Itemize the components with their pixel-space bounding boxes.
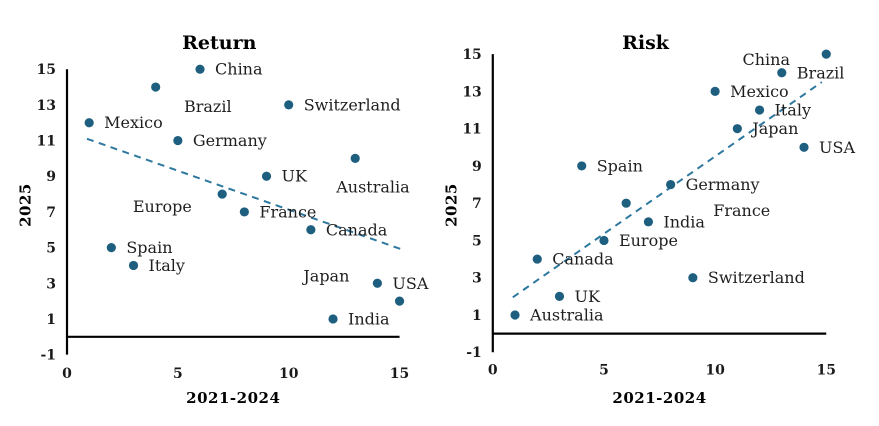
- data-point-canada: [306, 225, 316, 235]
- data-point-india: [328, 314, 338, 324]
- point-label-china: China: [215, 60, 263, 79]
- data-point-uk: [261, 171, 272, 181]
- data-point-brazil: [151, 82, 161, 92]
- data-point-japan: [394, 296, 405, 306]
- point-label-france: France: [259, 202, 316, 221]
- data-point-japan: [732, 124, 742, 134]
- trendline: [86, 137, 403, 251]
- y-tick-label: -1: [466, 345, 482, 361]
- point-label-switzerland: Switzerland: [304, 95, 401, 114]
- data-point-usa: [372, 278, 382, 288]
- risk-scatter-chart: Risk 15 13 11 9 7 5 3 1 -1 0 5 10 15 2021-2024 2025 Chin…: [442, 32, 855, 407]
- y-tick-label: 13: [37, 98, 56, 114]
- point-label-mexico: Mexico: [730, 82, 789, 101]
- y-tick-label: 5: [46, 241, 56, 257]
- data-point-mexico: [710, 86, 720, 97]
- point-label-india: India: [348, 309, 390, 328]
- chart-title: Risk: [622, 32, 670, 54]
- data-point-usa: [799, 142, 809, 152]
- data-point-china: [821, 49, 831, 59]
- data-point-europe: [217, 189, 227, 199]
- point-label-china: China: [742, 50, 790, 69]
- point-label-france: France: [713, 201, 770, 220]
- point-label-brazil: Brazil: [797, 63, 845, 82]
- y-tick-label: 1: [472, 308, 482, 324]
- x-tick-label: 5: [173, 366, 183, 382]
- data-point-mexico: [84, 118, 94, 128]
- y-tick-label: 5: [472, 233, 482, 249]
- point-label-germany: Germany: [686, 175, 760, 194]
- x-tick-label: 10: [705, 363, 725, 379]
- data-point-italy: [128, 260, 139, 271]
- y-tick-label: 9: [46, 169, 56, 185]
- x-tick-label: 15: [390, 366, 409, 382]
- data-point-france: [621, 198, 631, 208]
- data-point-india: [643, 217, 654, 227]
- y-tick-label: 15: [462, 47, 481, 63]
- point-label-uk: UK: [282, 167, 308, 186]
- data-point-canada: [532, 254, 542, 264]
- point-label-india: India: [663, 212, 705, 231]
- x-tick-label: 0: [62, 366, 72, 382]
- x-tick-label: 5: [599, 363, 609, 379]
- x-axis-title: 2021-2024: [612, 389, 706, 407]
- point-label-europe: Europe: [133, 197, 192, 216]
- y-tick-label: 3: [46, 276, 56, 292]
- data-point-italy: [754, 105, 765, 115]
- trendline: [512, 81, 823, 299]
- y-tick-label: 9: [472, 159, 482, 175]
- point-label-canada: Canada: [552, 250, 614, 269]
- data-point-switzerland: [688, 273, 698, 283]
- point-label-brazil: Brazil: [184, 97, 232, 116]
- y-tick-label: -1: [40, 348, 56, 364]
- point-label-italy: Italy: [775, 101, 811, 120]
- point-label-uk: UK: [574, 287, 600, 306]
- point-label-italy: Italy: [149, 256, 185, 275]
- data-point-spain: [577, 161, 587, 171]
- point-label-japan: Japan: [301, 267, 349, 286]
- chart-title: Return: [182, 32, 256, 54]
- x-tick-label: 0: [488, 363, 498, 379]
- data-point-spain: [106, 243, 116, 253]
- point-label-usa: USA: [392, 274, 428, 293]
- y-axis-title: 2025: [17, 183, 35, 227]
- point-label-mexico: Mexico: [104, 113, 163, 132]
- y-tick-label: 11: [462, 122, 481, 138]
- data-point-germany: [173, 135, 183, 146]
- point-label-australia: Australia: [529, 305, 604, 324]
- point-label-europe: Europe: [619, 231, 678, 250]
- point-label-australia: Australia: [335, 177, 410, 196]
- x-axis-title: 2021-2024: [186, 389, 280, 407]
- data-point-australia: [510, 310, 520, 320]
- return-scatter-chart: Return 15 13 11 9 7 5 3 1 -1 0 5 10 15 2021-2024 2025 Ch…: [17, 32, 429, 407]
- y-tick-label: 11: [37, 134, 56, 150]
- y-tick-label: 1: [46, 312, 56, 328]
- point-label-canada: Canada: [326, 220, 388, 239]
- point-label-spain: Spain: [126, 238, 172, 257]
- point-label-germany: Germany: [193, 131, 267, 150]
- data-point-europe: [599, 235, 609, 246]
- data-point-uk: [554, 291, 565, 301]
- data-point-switzerland: [284, 100, 294, 110]
- data-point-germany: [666, 179, 676, 190]
- y-tick-label: 13: [462, 84, 481, 100]
- x-tick-label: 15: [817, 363, 836, 379]
- data-point-australia: [350, 153, 360, 163]
- data-point-china: [195, 64, 205, 74]
- y-tick-label: 15: [37, 62, 56, 78]
- data-point-brazil: [777, 68, 787, 78]
- x-tick-label: 10: [279, 366, 299, 382]
- point-label-usa: USA: [819, 138, 855, 157]
- point-label-spain: Spain: [597, 156, 643, 175]
- point-label-japan: Japan: [750, 119, 798, 138]
- y-tick-label: 3: [472, 271, 482, 287]
- y-tick-label: 7: [46, 205, 56, 221]
- data-point-france: [239, 207, 249, 217]
- y-tick-label: 7: [472, 196, 482, 212]
- point-label-switzerland: Switzerland: [708, 268, 805, 287]
- y-axis-title: 2025: [442, 183, 460, 227]
